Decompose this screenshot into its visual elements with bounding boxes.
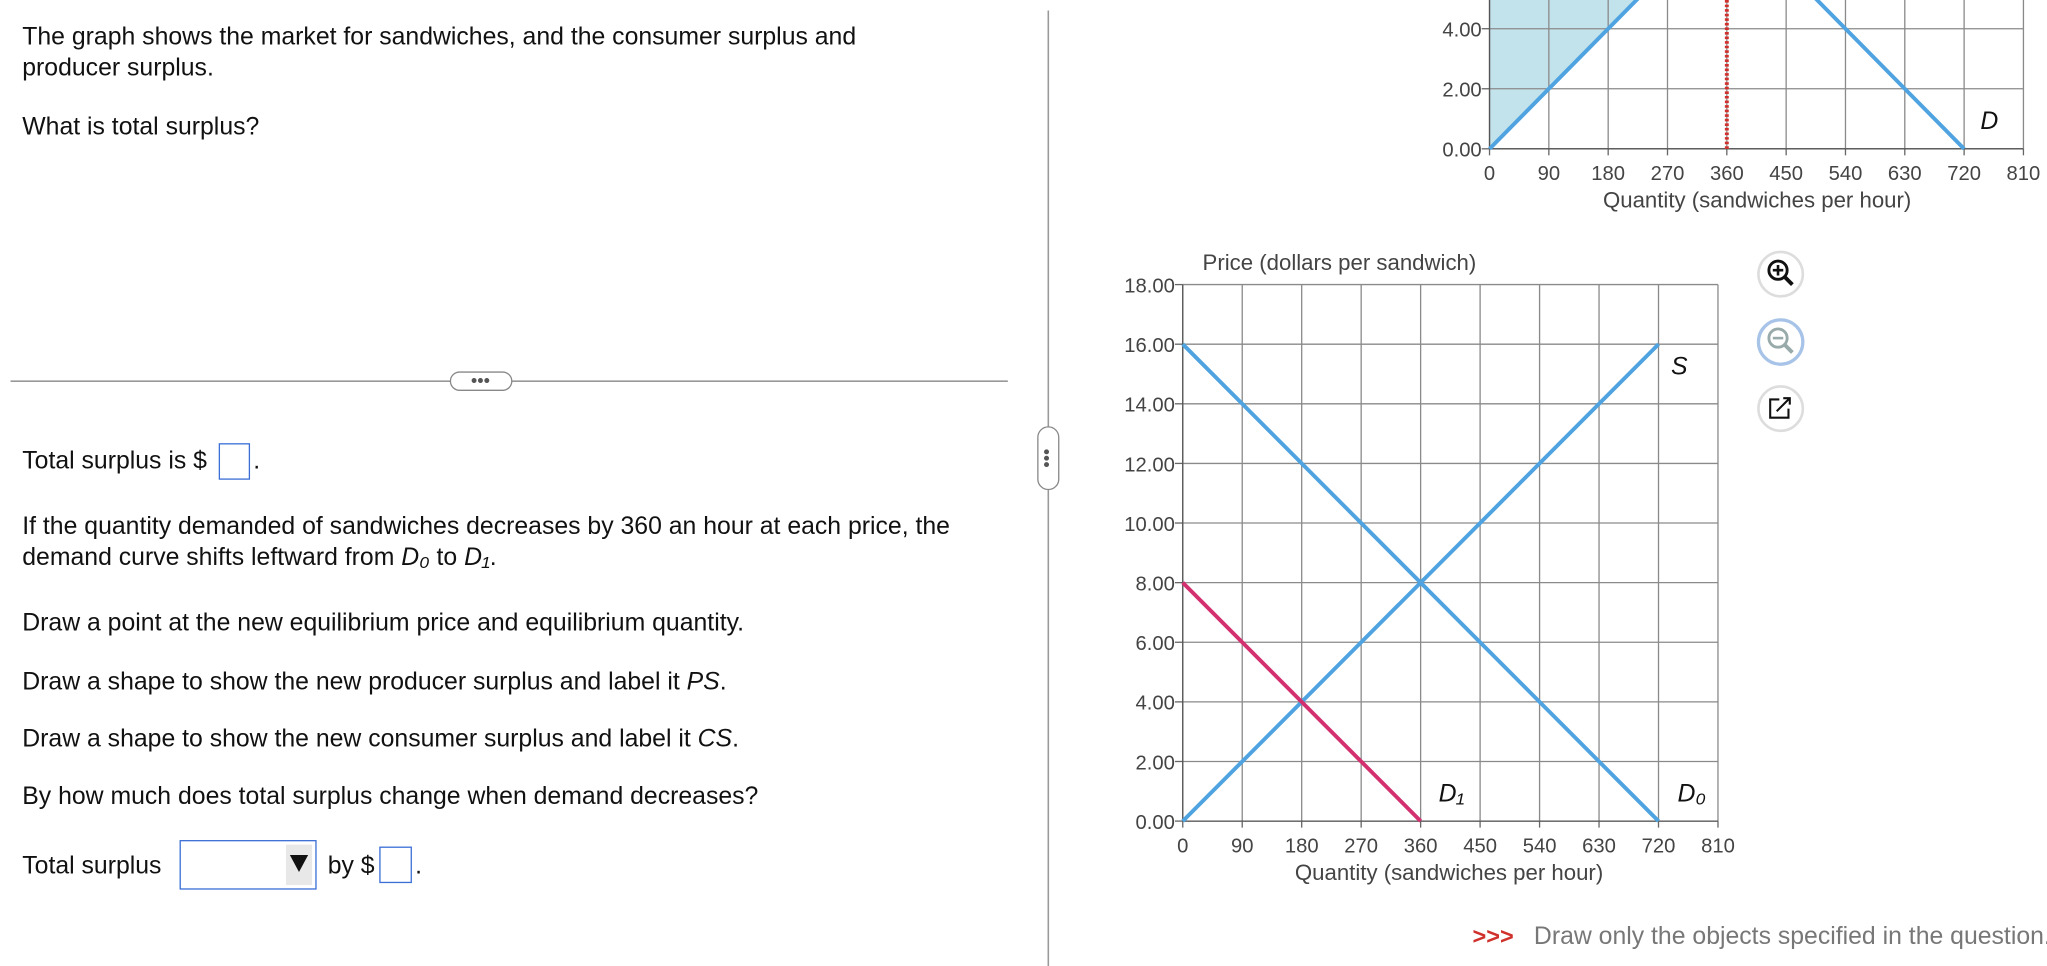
- curve: [1181, 581, 1423, 823]
- x-tick-label: 180: [1285, 835, 1319, 857]
- chart: 0 90 180 270 360 450 540 630 720 810 0.00 2.00 4.00 D…: [1442, 0, 2040, 213]
- intro-line: producer surplus.: [22, 55, 214, 82]
- x-tick-label: 0: [1484, 163, 1495, 185]
- intro-line: The graph shows the market for sandwiche…: [22, 23, 856, 50]
- x-tick-label: 720: [1947, 163, 1981, 185]
- change-input[interactable]: [379, 846, 412, 884]
- x-tick-label: 360: [1404, 835, 1438, 857]
- x-tick-label: 810: [2007, 163, 2041, 185]
- curve: [1814, 0, 1966, 151]
- footer-note: Draw only the objects specified in the q…: [1534, 923, 2047, 950]
- curve: [1181, 342, 1660, 823]
- x-tick-label: 90: [1538, 163, 1561, 185]
- task: Draw a shape to show the new producer su…: [22, 668, 726, 695]
- expand-button[interactable]: [449, 371, 513, 391]
- curve-label: D₀: [1678, 781, 1706, 808]
- text: Draw a shape to show the new consumer su…: [22, 726, 697, 753]
- task: Draw a shape to show the new consumer su…: [22, 726, 739, 753]
- question-panel: The graph shows the market for sandwiche…: [10, 23, 1008, 890]
- curve-label: D₁: [1439, 781, 1465, 808]
- ask: What is total surplus?: [22, 113, 259, 140]
- shift-line: If the quantity demanded of sandwiches d…: [22, 513, 950, 540]
- x-tick-label: 450: [1463, 835, 1497, 857]
- x-axis-title: Quantity (sandwiches per hour): [1603, 188, 1911, 213]
- x-tick-label: 450: [1769, 163, 1803, 185]
- resize-handle[interactable]: [1037, 426, 1060, 491]
- icon[interactable]: [1772, 264, 1784, 276]
- x-tick-label: 630: [1582, 835, 1616, 857]
- icon[interactable]: [1769, 397, 1791, 419]
- icon[interactable]: [1783, 275, 1794, 286]
- curve-label: D: [1980, 108, 1998, 135]
- y-tick-label: 16.00: [1124, 335, 1175, 357]
- y-tick-label: 6.00: [1136, 633, 1175, 655]
- answer-prefix: Total surplus is $: [22, 448, 207, 475]
- change-suffix: .: [415, 852, 422, 879]
- x-tick-label: 0: [1177, 835, 1188, 857]
- expand-dots[interactable]: •••: [471, 369, 490, 390]
- dropdown-arrow[interactable]: [289, 855, 309, 873]
- footer-arrows: >>>: [1473, 923, 1514, 949]
- change-prefix: Total surplus: [22, 852, 161, 879]
- zoom-in[interactable]: [1757, 250, 1805, 298]
- zoom-out[interactable]: [1756, 318, 1805, 366]
- curve: [1488, 0, 1640, 151]
- text: D₁: [464, 544, 490, 571]
- x-tick-label: 810: [1701, 835, 1735, 857]
- text: to: [430, 544, 464, 571]
- x-tick-label: 270: [1651, 163, 1685, 185]
- x-tick-label: 720: [1642, 835, 1676, 857]
- popout[interactable]: [1757, 385, 1805, 433]
- y-tick-label: 0.00: [1442, 140, 1481, 162]
- text: .: [732, 726, 739, 753]
- y-tick-label: 18.00: [1124, 275, 1175, 297]
- y-tick-label: 2.00: [1136, 752, 1175, 774]
- y-tick-label: 0.00: [1136, 812, 1175, 834]
- icon[interactable]: [1783, 343, 1794, 354]
- zoom-in-button[interactable]: [1757, 250, 1805, 298]
- y-tick-label: 4.00: [1442, 20, 1481, 42]
- chart: 0 90 180 270 360 450 540 630 720 810 0.00 2.00 4.00 6…: [1124, 250, 1735, 885]
- zoom-out-button[interactable]: [1756, 318, 1805, 366]
- x-tick-label: 90: [1231, 835, 1254, 857]
- y-tick-label: 2.00: [1442, 80, 1481, 102]
- x-tick-label: 540: [1829, 163, 1863, 185]
- shift-line: demand curve shifts leftward from D₀ to …: [22, 544, 496, 571]
- curve-label: S: [1671, 354, 1688, 381]
- text: CS: [698, 726, 733, 753]
- icon[interactable]: [1767, 327, 1789, 349]
- task: Draw a point at the new equilibrium pric…: [22, 610, 744, 637]
- y-tick-label: 14.00: [1124, 395, 1175, 417]
- y-tick-label: 10.00: [1124, 514, 1175, 536]
- text: .: [490, 544, 497, 571]
- y-tick-label: 8.00: [1136, 573, 1175, 595]
- x-tick-label: 270: [1344, 835, 1378, 857]
- handle-dots[interactable]: •••: [1036, 449, 1057, 468]
- text: .: [720, 668, 727, 695]
- text: Draw a shape to show the new producer su…: [22, 668, 686, 695]
- answer-input[interactable]: [218, 443, 251, 480]
- text: D₀: [401, 544, 429, 571]
- x-axis-title: Quantity (sandwiches per hour): [1295, 860, 1603, 885]
- y-tick-label: 12.00: [1124, 454, 1175, 476]
- y-axis-title: Price (dollars per sandwich): [1203, 250, 1477, 275]
- x-tick-label: 630: [1888, 163, 1922, 185]
- task: By how much does total surplus change wh…: [22, 783, 758, 810]
- text: demand curve shifts leftward from: [22, 544, 401, 571]
- change-by: by $: [328, 852, 375, 879]
- answer-suffix: .: [253, 448, 260, 475]
- x-tick-label: 540: [1523, 835, 1557, 857]
- icon[interactable]: [1767, 259, 1789, 281]
- text: PS: [687, 668, 721, 695]
- y-tick-label: 4.00: [1136, 693, 1175, 715]
- x-tick-label: 180: [1591, 163, 1625, 185]
- x-tick-label: 360: [1710, 163, 1744, 185]
- charts: 0 90 180 270 360 450 540 630 720 810 0.00 2.00 4.00 D…: [1124, 0, 2040, 885]
